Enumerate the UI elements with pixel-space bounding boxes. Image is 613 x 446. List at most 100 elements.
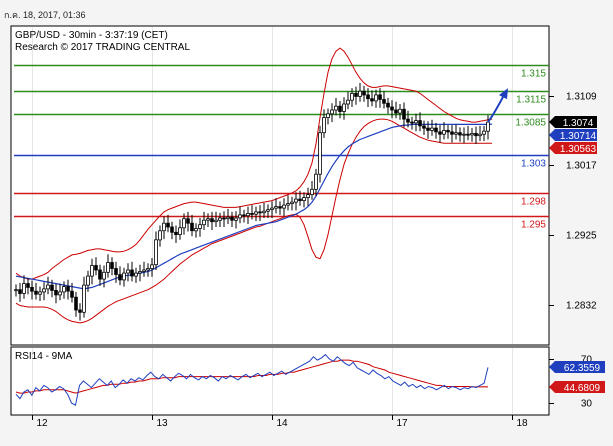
candle-body	[202, 219, 206, 226]
candle-body	[306, 194, 310, 199]
candle-body	[474, 132, 478, 137]
candle-body	[322, 117, 326, 134]
level-label-support: 1.295	[521, 220, 546, 231]
price-tag-ma-text: 1.30714	[560, 131, 597, 142]
candle-body	[346, 99, 350, 105]
rsi-tick-label: 70	[581, 355, 593, 366]
bollinger-lower-line	[15, 118, 492, 324]
candle-body	[486, 121, 490, 132]
candle-body	[330, 109, 334, 115]
candle-body	[318, 132, 322, 175]
candle-body	[382, 99, 386, 104]
candle-body	[214, 219, 218, 223]
candle-body	[230, 216, 234, 221]
candle-body	[94, 265, 98, 271]
candle-body	[54, 289, 58, 296]
candle-body	[438, 131, 442, 135]
candle-body	[370, 98, 374, 102]
candle-body	[238, 214, 242, 219]
candle-body	[430, 127, 434, 131]
candle-body	[278, 206, 282, 209]
candle-body	[326, 113, 330, 119]
candle-body	[166, 222, 170, 228]
candle-body	[426, 127, 430, 131]
rsi-tag-rsi_ma: 44.6809	[549, 381, 605, 394]
x-tick-label: 12	[37, 418, 49, 429]
candle-body	[286, 203, 290, 206]
candle-body	[338, 105, 342, 112]
candle-body	[294, 198, 298, 203]
rsi-tick-label: 30	[581, 399, 593, 410]
candle-body	[190, 222, 194, 232]
candle-body	[390, 106, 394, 111]
price-panel	[10, 25, 550, 346]
candle-body	[126, 269, 130, 274]
candle-body	[394, 109, 398, 114]
candle-body	[70, 290, 74, 298]
price-tag-bb-bg	[549, 142, 597, 154]
candle-body	[422, 125, 426, 129]
candle-body	[102, 271, 106, 280]
candle-body	[158, 230, 162, 241]
candle-body	[142, 269, 146, 272]
candle-body	[130, 269, 134, 277]
candle-body	[22, 283, 26, 294]
candle-body	[314, 173, 318, 190]
price-tag-ma-bg	[549, 129, 597, 141]
candle-body	[174, 231, 178, 236]
candle-body	[362, 90, 366, 96]
candle-body	[350, 93, 354, 101]
candle-body	[266, 209, 270, 212]
candle-body	[302, 197, 306, 202]
candle-body	[30, 286, 34, 292]
candle-body	[258, 211, 262, 214]
rsi-tag-rsi: 62.3559	[549, 361, 605, 374]
candle-body	[298, 198, 302, 202]
candle-body	[38, 291, 42, 295]
candle-body	[234, 217, 238, 221]
candle-body	[82, 284, 86, 313]
candle-body	[414, 120, 418, 124]
candle-body	[154, 239, 158, 266]
candle-body	[66, 286, 70, 292]
level-label-resistance: 1.3115	[516, 95, 546, 106]
candle-body	[78, 309, 82, 313]
candle-body	[210, 218, 214, 223]
candle-body	[162, 222, 166, 232]
candle-body	[74, 296, 78, 311]
chart-source: Research © 2017 TRADING CENTRAL	[15, 42, 190, 53]
candle-body	[446, 129, 450, 133]
candle-body	[482, 130, 486, 135]
candle-body	[50, 284, 54, 291]
price-tag-price: 1.3074	[549, 116, 597, 129]
rsi-tag-rsi_ma-text: 44.6809	[564, 383, 601, 394]
candle-body	[470, 132, 474, 136]
candle-body	[90, 265, 94, 277]
candle-body	[310, 188, 314, 196]
candle-body	[138, 271, 142, 274]
candle-body	[118, 274, 122, 281]
chart-title: GBP/USD - 30min - 3:37:19 (CET)	[15, 30, 168, 41]
candle-body	[110, 262, 114, 269]
candle-body	[62, 286, 66, 293]
candle-body	[450, 131, 454, 135]
projection-arrowhead	[499, 88, 508, 100]
candle-body	[186, 218, 190, 224]
candle-body	[242, 214, 246, 217]
candle-body	[86, 275, 90, 286]
candle-body	[206, 218, 210, 221]
price-tag-bb: 1.30563	[549, 142, 597, 155]
rsi-line	[15, 353, 489, 406]
candle-body	[418, 120, 422, 127]
candle-body	[114, 268, 118, 275]
rsi-tag-rsi-text: 62.3559	[564, 363, 601, 374]
candle-body	[182, 218, 186, 229]
candle-body	[170, 226, 174, 233]
level-label-pivot: 1.303	[521, 159, 546, 170]
candle-body	[150, 264, 154, 269]
candle-body	[194, 228, 198, 232]
level-label-resistance: 1.3085	[515, 118, 546, 129]
candle-body	[14, 289, 18, 292]
candle-body	[282, 204, 286, 209]
